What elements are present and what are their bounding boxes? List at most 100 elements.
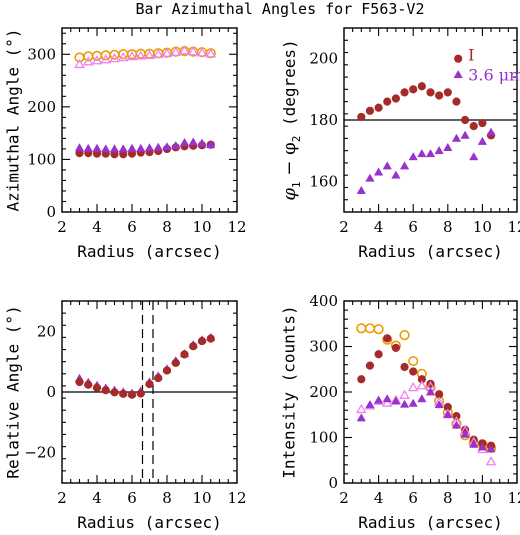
data-point-filled-triangle xyxy=(188,137,198,146)
data-point-filled-triangle xyxy=(460,429,470,438)
data-point-open-triangle xyxy=(91,55,103,65)
data-point-open-triangle xyxy=(187,46,199,56)
x-tick-label: 6 xyxy=(127,489,137,507)
data-point-filled-triangle xyxy=(486,127,496,136)
x-tick-label: 8 xyxy=(162,218,172,236)
data-point-filled-triangle xyxy=(417,394,427,403)
y-tick-label: 300 xyxy=(309,338,338,356)
data-point-open-triangle xyxy=(355,403,367,414)
data-point-filled-circle xyxy=(154,373,163,383)
data-point-filled-triangle xyxy=(477,136,488,145)
data-point-filled-triangle xyxy=(373,395,384,404)
data-point-open-triangle xyxy=(381,397,393,407)
panel-intensity: 2 4 6 8 10 12 0 100 200 300 400 Radius (arcsec) Inte… xyxy=(280,292,520,532)
data-point-open-triangle xyxy=(416,380,428,390)
data-point-filled-triangle xyxy=(425,149,436,158)
x-tick-label: 10 xyxy=(473,218,492,236)
data-point-filled-circle xyxy=(383,334,392,343)
data-point-filled-triangle xyxy=(434,145,444,155)
data-point-filled-triangle xyxy=(382,394,392,403)
x-tick-label: 2 xyxy=(339,489,349,507)
data-point-filled-circle xyxy=(400,362,409,372)
y-tick-label: 300 xyxy=(27,45,56,63)
data-point-filled-triangle xyxy=(391,170,401,179)
data-point-filled-triangle xyxy=(408,398,418,407)
data-point-open-triangle xyxy=(82,56,94,66)
data-point-filled-triangle xyxy=(451,420,462,429)
data-point-open-circle xyxy=(356,323,367,334)
data-point-filled-triangle xyxy=(434,400,444,409)
x-tick-label: 8 xyxy=(443,489,453,507)
data-point-filled-triangle xyxy=(417,149,427,158)
x-tick-label: 8 xyxy=(443,218,453,236)
data-point-filled-circle xyxy=(357,112,366,122)
data-point-open-circle xyxy=(408,355,419,367)
x-axis-label: Radius (arcsec) xyxy=(358,242,503,261)
data-point-filled-circle xyxy=(101,386,110,395)
y-tick-label: 180 xyxy=(309,111,338,129)
data-point-filled-circle xyxy=(417,375,426,384)
y-tick-label: 100 xyxy=(27,150,56,168)
data-point-open-triangle xyxy=(117,51,129,62)
data-point-filled-triangle xyxy=(365,173,375,182)
panel-azimuthal-angle: 2 4 6 8 10 12 0 100 200 300 Radius (arcsec) Azimuth… xyxy=(4,27,247,261)
data-point-filled-triangle xyxy=(92,143,102,152)
data-point-filled-circle xyxy=(478,118,487,128)
x-tick-label: 10 xyxy=(473,489,492,507)
data-point-open-circle xyxy=(373,324,384,335)
data-point-filled-triangle xyxy=(356,185,366,194)
data-point-open-circle xyxy=(364,323,376,334)
data-point-filled-triangle xyxy=(443,142,453,151)
data-point-filled-circle xyxy=(374,103,383,112)
data-point-open-triangle xyxy=(135,50,147,60)
data-point-filled-triangle xyxy=(443,410,453,419)
data-point-filled-circle xyxy=(374,350,383,359)
data-point-filled-circle xyxy=(197,336,207,346)
data-point-open-triangle xyxy=(205,48,217,58)
x-tick-label: 6 xyxy=(127,218,137,236)
data-point-open-triangle xyxy=(126,50,138,61)
data-point-filled-triangle xyxy=(179,137,190,147)
y-axis-label: φ1 − φ2 (degrees) xyxy=(279,39,303,200)
y-tick-label: 20 xyxy=(37,322,56,340)
data-point-open-triangle xyxy=(196,47,208,57)
figure-title: Bar Azimuthal Angles for F563-V2 xyxy=(136,0,425,18)
x-tick-label: 10 xyxy=(192,218,211,236)
x-tick-label: 2 xyxy=(339,218,349,236)
plot-frame xyxy=(343,27,518,213)
data-point-filled-circle xyxy=(145,380,154,389)
x-axis-label: Radius (arcsec) xyxy=(77,242,222,261)
data-point-filled-circle xyxy=(435,91,444,100)
data-point-filled-triangle xyxy=(425,387,436,396)
x-axis-label: Radius (arcsec) xyxy=(358,513,503,532)
data-point-filled-circle xyxy=(452,97,461,106)
data-point-filled-triangle xyxy=(408,152,418,161)
legend-label: 3.6 μm xyxy=(468,66,520,85)
x-tick-label: 2 xyxy=(57,218,67,236)
data-point-filled-circle xyxy=(443,88,452,97)
legend-marker xyxy=(454,54,463,63)
data-point-filled-triangle xyxy=(74,143,85,152)
data-point-filled-triangle xyxy=(83,143,93,152)
data-point-filled-triangle xyxy=(118,144,128,153)
x-tick-label: 12 xyxy=(507,218,520,236)
panel-relative-angle: 2 4 6 8 10 12 −20 0 20 Radius (arcsec) Relative An… xyxy=(4,300,247,532)
data-point-open-triangle xyxy=(179,45,190,55)
legend-label: I xyxy=(468,46,474,65)
data-point-filled-triangle xyxy=(162,142,172,151)
plot-frame xyxy=(61,27,238,213)
x-tick-label: 4 xyxy=(374,489,384,507)
data-point-filled-triangle xyxy=(356,413,366,422)
data-point-filled-circle xyxy=(400,88,409,97)
data-point-filled-circle xyxy=(383,97,392,106)
data-point-filled-triangle xyxy=(136,143,146,152)
data-point-filled-circle xyxy=(206,334,215,343)
legend-marker xyxy=(453,69,463,79)
data-point-filled-triangle xyxy=(206,140,216,149)
data-point-filled-triangle xyxy=(144,143,155,152)
y-tick-label: 0 xyxy=(328,474,338,492)
data-point-filled-circle xyxy=(189,342,198,351)
x-tick-label: 12 xyxy=(507,489,520,507)
data-point-open-triangle xyxy=(170,46,182,56)
